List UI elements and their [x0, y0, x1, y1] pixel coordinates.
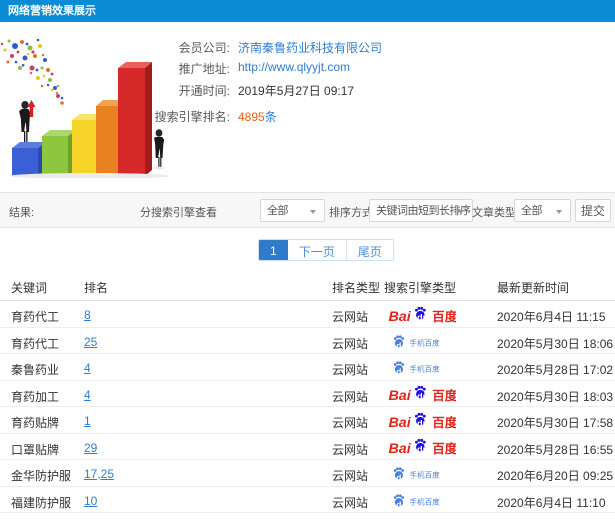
svg-text:手机百度: 手机百度: [409, 496, 440, 506]
svg-text:Bai: Bai: [389, 388, 412, 404]
svg-text:du: du: [417, 392, 429, 402]
svg-text:d: d: [396, 340, 401, 350]
svg-text:手机百度: 手机百度: [409, 470, 440, 480]
svg-text:手机百度: 手机百度: [409, 364, 440, 374]
svg-text:百度: 百度: [432, 441, 456, 456]
svg-text:d: d: [396, 472, 401, 482]
svg-text:Bai: Bai: [389, 414, 412, 430]
svg-text:百度: 百度: [432, 308, 456, 323]
svg-text:百度: 百度: [432, 388, 456, 403]
svg-text:Bai: Bai: [389, 441, 412, 457]
svg-text:手机百度: 手机百度: [409, 337, 440, 347]
svg-text:du: du: [417, 418, 429, 428]
svg-text:Bai: Bai: [389, 308, 412, 324]
svg-text:d: d: [396, 499, 401, 509]
svg-text:du: du: [417, 445, 429, 455]
svg-text:百度: 百度: [432, 414, 456, 429]
svg-text:du: du: [417, 312, 429, 322]
svg-text:d: d: [396, 366, 401, 376]
